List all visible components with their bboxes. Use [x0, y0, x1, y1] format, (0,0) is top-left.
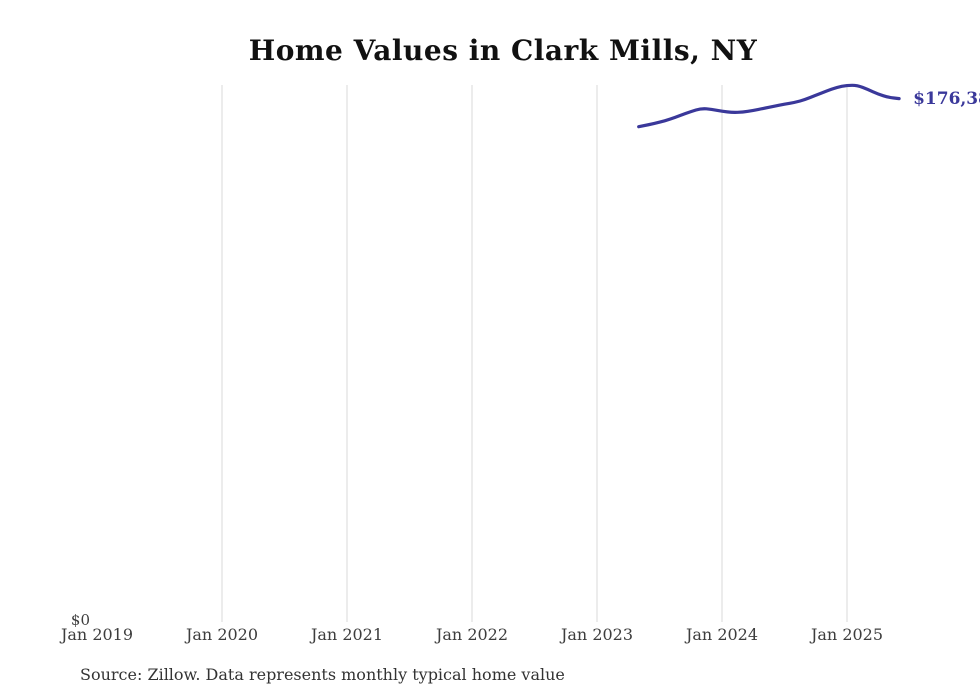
x-tick-label-jan-2020: Jan 2020: [185, 625, 259, 644]
vertical-gridlines: [221, 85, 848, 622]
chart-title: Home Values in Clark Mills, NY: [248, 34, 758, 67]
source-note: Source: Zillow. Data represents monthly …: [80, 665, 565, 684]
y-axis-zero-label: $0: [70, 611, 90, 629]
x-tick-label-jan-2021: Jan 2021: [310, 625, 384, 644]
home-value-trend-line: [637, 83, 901, 129]
x-tick-label-jan-2023: Jan 2023: [560, 625, 634, 644]
latest-value-label: $176,388: [913, 88, 980, 109]
x-tick-label-jan-2025: Jan 2025: [810, 625, 884, 644]
x-tick-label-jan-2022: Jan 2022: [435, 625, 509, 644]
x-tick-label-jan-2024: Jan 2024: [685, 625, 759, 644]
x-tick-label-jan-2019: Jan 2019: [60, 625, 134, 644]
